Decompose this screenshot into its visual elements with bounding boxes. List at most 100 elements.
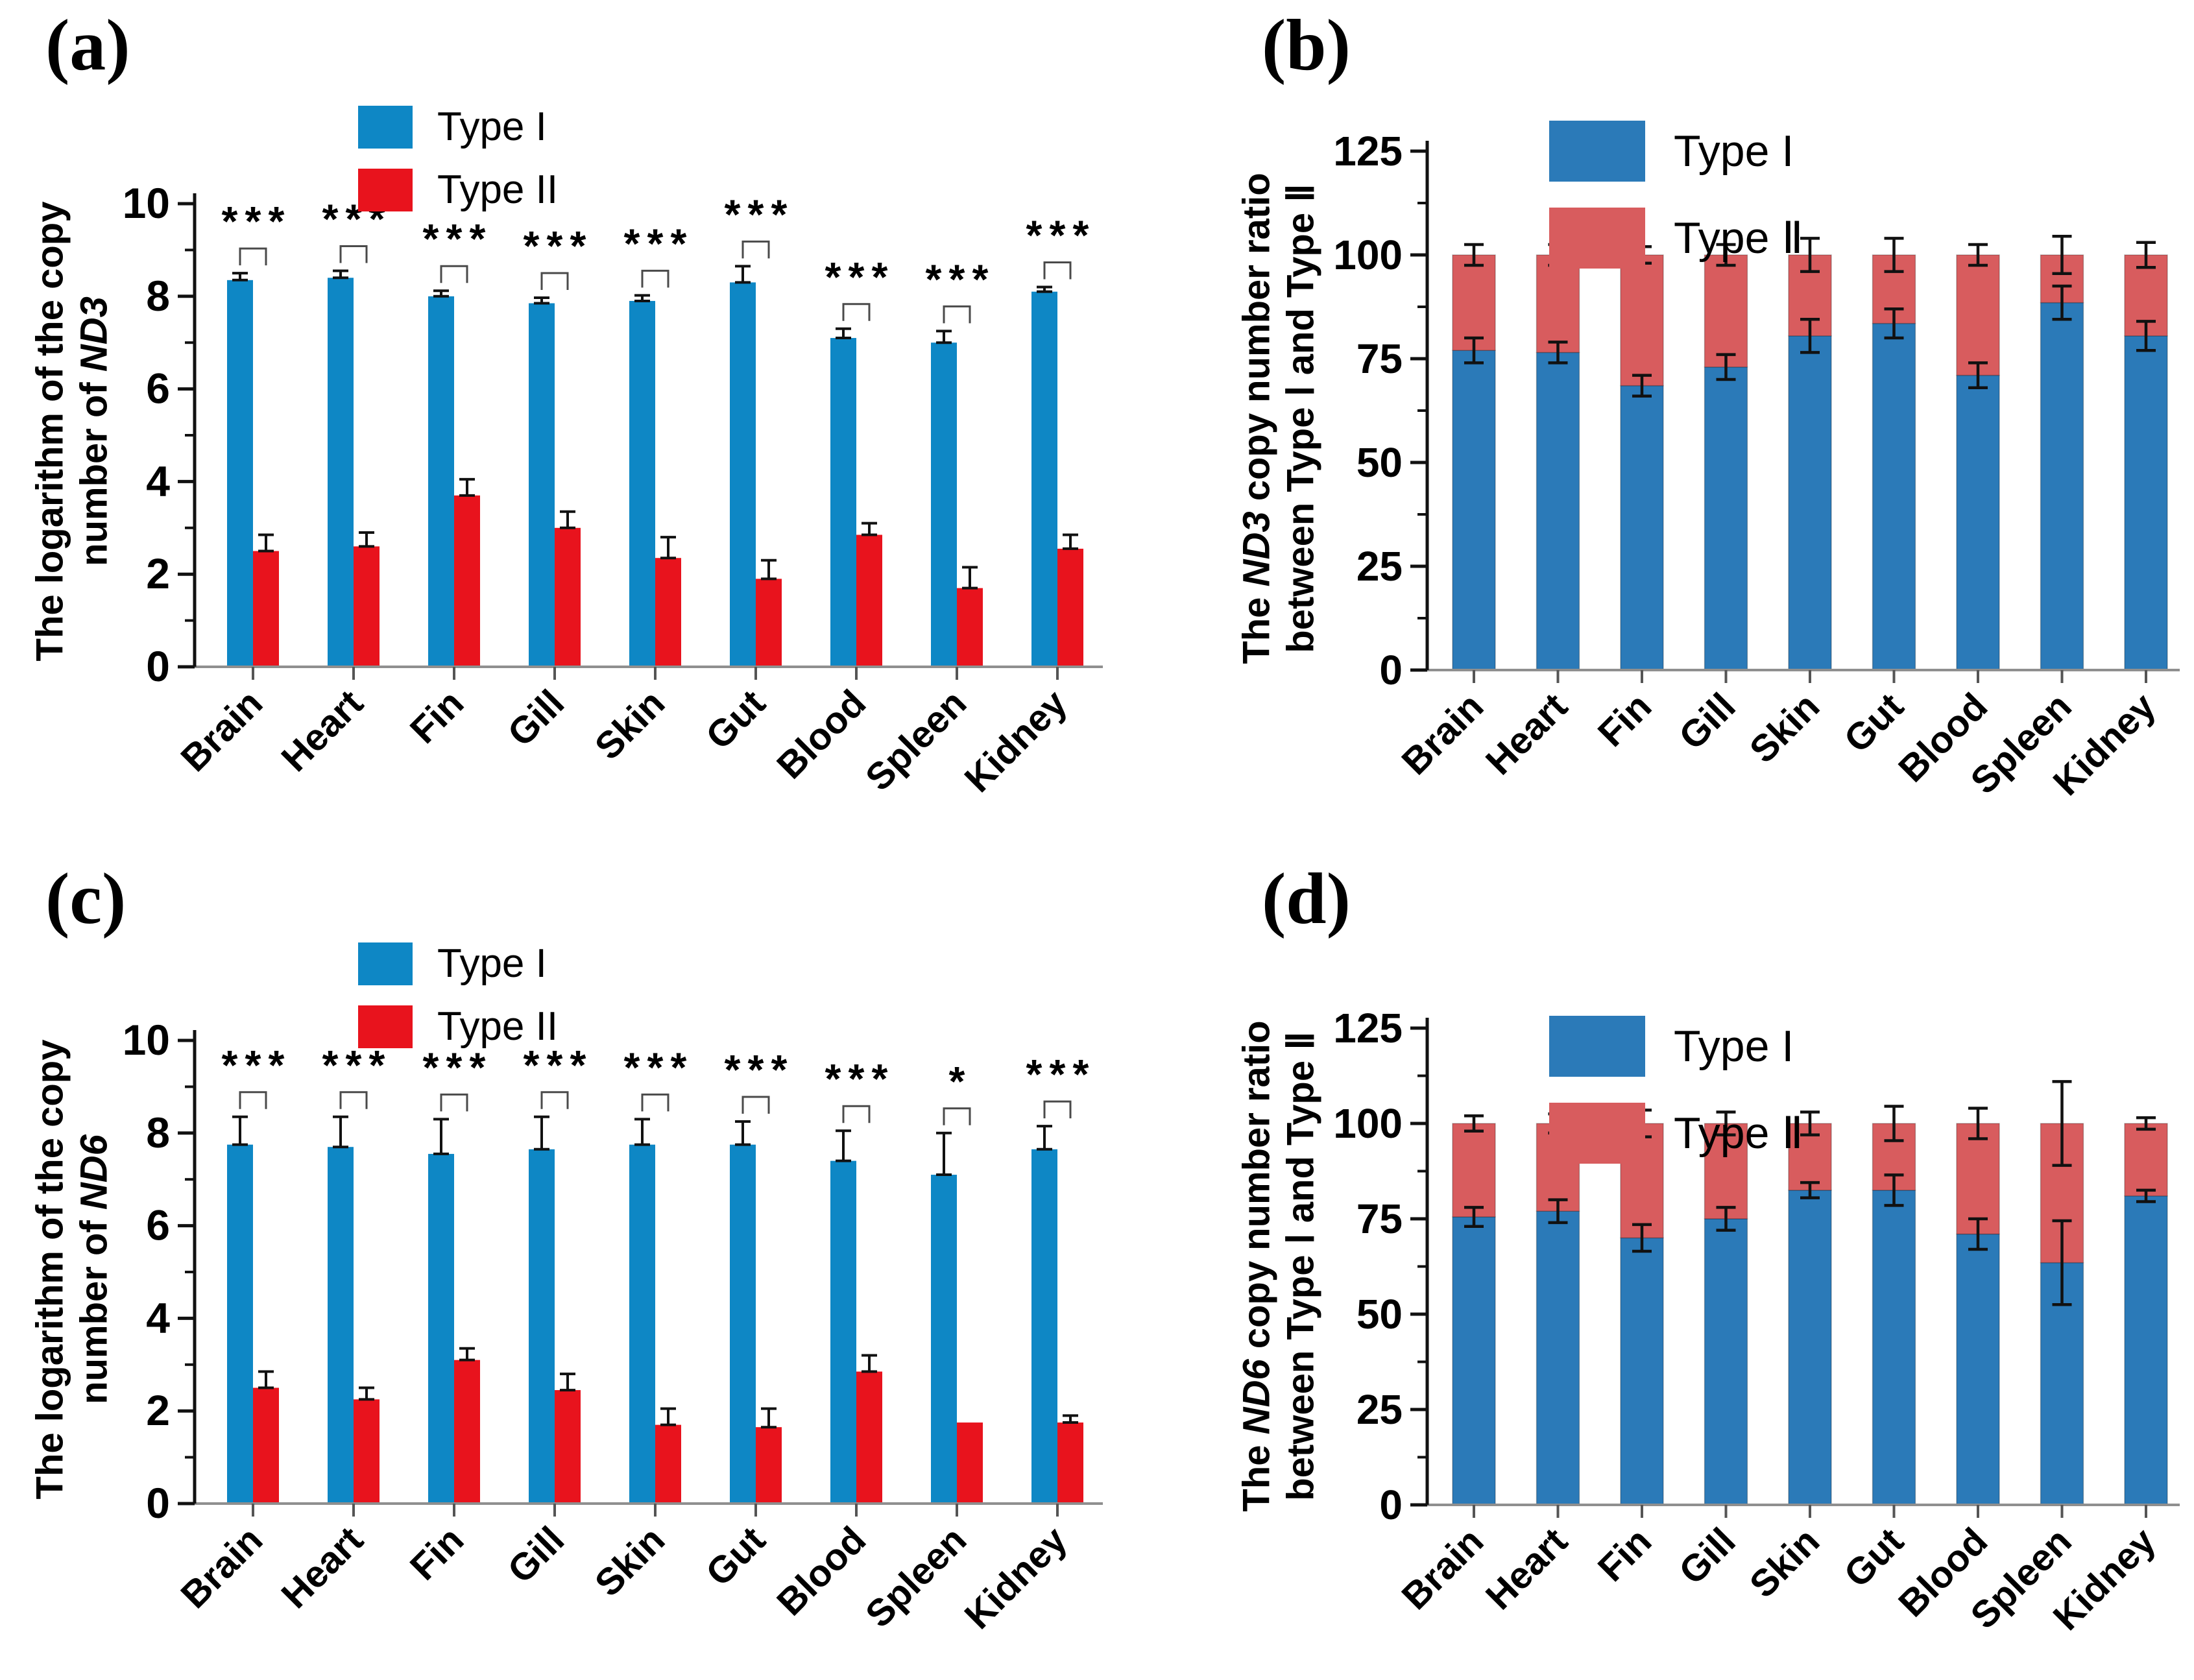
svg-text:Skin: Skin bbox=[587, 682, 673, 768]
svg-text:4: 4 bbox=[146, 1293, 170, 1341]
svg-text:Heart: Heart bbox=[273, 1518, 371, 1616]
svg-text:*: * bbox=[547, 222, 563, 269]
svg-text:Heart: Heart bbox=[273, 682, 371, 780]
svg-text:*: * bbox=[222, 1042, 238, 1088]
svg-text:*: * bbox=[771, 191, 788, 237]
panel-label-c: (c) bbox=[45, 859, 127, 939]
chart-c: * * * * * * * * * * * * * * * * * * * * * * * * *Brain Heart Fin Gi… bbox=[123, 1016, 1103, 1637]
svg-text:Brain: Brain bbox=[1393, 685, 1491, 783]
gene-name: ND6 bbox=[1235, 1359, 1278, 1435]
svg-text:*: * bbox=[1050, 212, 1066, 259]
svg-text:Fin: Fin bbox=[1590, 1520, 1659, 1589]
svg-text:*: * bbox=[825, 254, 841, 300]
legend-item-type1: Type I bbox=[358, 941, 558, 987]
svg-text:*: * bbox=[671, 220, 687, 267]
svg-text:Heart: Heart bbox=[1478, 685, 1576, 783]
svg-text:Gill: Gill bbox=[500, 682, 572, 754]
legend-label: Type I bbox=[437, 941, 547, 986]
svg-text:0: 0 bbox=[146, 1479, 170, 1527]
y-axis-title-a: The logarithm of the copy number of ND3 bbox=[29, 202, 117, 662]
legend-c: Type I Type II bbox=[358, 941, 558, 1066]
type2-swatch bbox=[358, 168, 413, 211]
svg-text:Gut: Gut bbox=[698, 682, 774, 758]
y-axis-title-d: The ND6 copy number ratio between Type Ⅰ… bbox=[1235, 1020, 1324, 1511]
svg-text:0: 0 bbox=[1379, 647, 1403, 693]
svg-text:Gut: Gut bbox=[1836, 1520, 1912, 1596]
svg-text:*: * bbox=[624, 220, 640, 267]
type2-swatch bbox=[1549, 208, 1645, 269]
svg-text:Gut: Gut bbox=[1836, 685, 1912, 761]
svg-text:*: * bbox=[849, 1055, 865, 1102]
svg-text:*: * bbox=[369, 1042, 385, 1088]
svg-text:Skin: Skin bbox=[587, 1518, 673, 1605]
svg-text:*: * bbox=[849, 254, 865, 300]
svg-text:*: * bbox=[570, 1042, 586, 1088]
svg-text:4: 4 bbox=[146, 457, 170, 505]
svg-text:*: * bbox=[446, 215, 463, 262]
type2-swatch bbox=[1549, 1103, 1645, 1164]
svg-text:100: 100 bbox=[1333, 1100, 1403, 1147]
svg-text:*: * bbox=[269, 1042, 285, 1088]
y-axis-title-line1: The bbox=[1235, 586, 1278, 664]
svg-text:*: * bbox=[1026, 212, 1043, 259]
y-axis-title-c: The logarithm of the copy number of ND6 bbox=[29, 1040, 117, 1500]
svg-text:*: * bbox=[470, 1044, 486, 1090]
svg-text:100: 100 bbox=[1333, 232, 1403, 278]
legend-label: Type II bbox=[437, 167, 559, 212]
svg-text:Brain: Brain bbox=[173, 682, 271, 780]
type1-swatch bbox=[1549, 1016, 1645, 1077]
gene-name: ND6 bbox=[73, 1134, 115, 1210]
gene-name: ND3 bbox=[1235, 511, 1278, 587]
panel-label-b: (b) bbox=[1262, 5, 1351, 86]
svg-text:Kidney: Kidney bbox=[956, 1518, 1075, 1637]
svg-text:*: * bbox=[771, 1046, 788, 1093]
legend-item-type2: Type Ⅱ bbox=[1549, 1103, 1803, 1164]
svg-text:0: 0 bbox=[146, 642, 170, 690]
type1-swatch bbox=[1549, 121, 1645, 182]
svg-text:75: 75 bbox=[1356, 335, 1403, 382]
legend-item-type1: Type I bbox=[1549, 1016, 1803, 1077]
type1-swatch bbox=[358, 942, 413, 985]
svg-text:*: * bbox=[1073, 212, 1089, 259]
legend-a: Type I Type II bbox=[358, 104, 558, 230]
svg-text:Brain: Brain bbox=[1393, 1520, 1491, 1618]
y-axis-title-b: The ND3 copy number ratio between Type Ⅰ… bbox=[1235, 173, 1324, 664]
svg-text:Fin: Fin bbox=[402, 682, 472, 751]
svg-text:2: 2 bbox=[146, 549, 170, 597]
panel-label-d: (d) bbox=[1262, 859, 1351, 939]
type1-swatch bbox=[358, 105, 413, 149]
svg-text:Skin: Skin bbox=[1742, 685, 1828, 771]
y-axis-title-line2: between Type Ⅰ and Type Ⅱ bbox=[1280, 184, 1322, 653]
svg-text:8: 8 bbox=[146, 1109, 170, 1157]
svg-text:Blood: Blood bbox=[769, 682, 874, 787]
svg-text:*: * bbox=[524, 1042, 540, 1088]
svg-text:Kidney: Kidney bbox=[956, 682, 1075, 800]
y-axis-title-line2: number of bbox=[73, 372, 115, 566]
chart-a: * * * * * * * * * * * * * * ** * ** * * * * ** * *Brain Heart Fin… bbox=[123, 179, 1103, 800]
svg-text:*: * bbox=[570, 222, 586, 269]
svg-text:*: * bbox=[470, 215, 486, 262]
panel-label-a: (a) bbox=[45, 5, 130, 86]
svg-text:Gill: Gill bbox=[1671, 685, 1744, 758]
legend-label: Type I bbox=[1674, 1022, 1794, 1071]
svg-text:*: * bbox=[671, 1044, 687, 1090]
y-axis-title-line1-suffix: copy number ratio bbox=[1235, 173, 1278, 512]
svg-text:*: * bbox=[1073, 1051, 1089, 1098]
svg-text:*: * bbox=[446, 1044, 463, 1090]
svg-text:25: 25 bbox=[1356, 543, 1403, 590]
svg-text:*: * bbox=[748, 191, 764, 237]
legend-d: Type I Type Ⅱ bbox=[1549, 1016, 1803, 1190]
svg-text:*: * bbox=[748, 1046, 764, 1093]
svg-text:*: * bbox=[222, 198, 238, 245]
y-axis-title-line1: The bbox=[1235, 1434, 1278, 1512]
svg-text:*: * bbox=[423, 1044, 439, 1090]
svg-text:*: * bbox=[346, 1042, 362, 1088]
svg-text:*: * bbox=[949, 256, 965, 302]
y-axis-title-line1: The logarithm of the copy bbox=[29, 1039, 71, 1500]
legend-label: Type II bbox=[437, 1004, 559, 1049]
svg-text:*: * bbox=[647, 220, 664, 267]
svg-text:Brain: Brain bbox=[173, 1518, 271, 1616]
svg-text:25: 25 bbox=[1356, 1386, 1403, 1433]
svg-text:6: 6 bbox=[146, 1201, 170, 1249]
svg-text:*: * bbox=[245, 1042, 261, 1088]
